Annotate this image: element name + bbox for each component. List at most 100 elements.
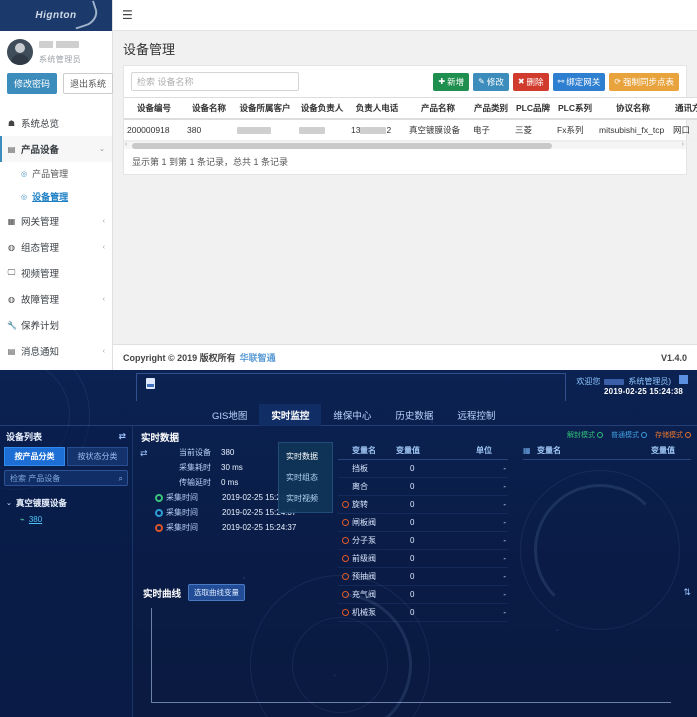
sidebar-item-fault[interactable]: ◍ 故障管理 ‹	[0, 286, 112, 312]
collapse-icon[interactable]: ⇄	[118, 431, 126, 441]
sidebar-item-overview[interactable]: ☗ 系统总览	[0, 110, 112, 136]
grid-icon[interactable]: ▦	[523, 446, 531, 455]
col-device-id[interactable]: 设备编号	[124, 97, 184, 120]
sidebar-item-products[interactable]: ▤ 产品设备 ⌄	[0, 136, 112, 162]
status-dot-icon	[155, 508, 163, 517]
col-plc-brand[interactable]: PLC品牌	[512, 97, 554, 120]
tab-realtime-monitor[interactable]: 实时监控	[259, 403, 322, 426]
page-title: 设备管理	[123, 42, 176, 57]
col-protocol[interactable]: 协议名称	[596, 97, 670, 120]
document-icon[interactable]	[146, 378, 155, 389]
variable-name: 充气阀	[352, 590, 376, 599]
variable-row[interactable]: 旋转 0 -	[338, 496, 508, 514]
variable-unit: -	[503, 482, 506, 491]
tab-history-data[interactable]: 历史数据	[395, 410, 434, 422]
scroll-right-icon[interactable]: ›	[681, 141, 684, 148]
timestamp-value: 2019-02-25 15:24:37	[222, 523, 297, 532]
header-datetime: 2019-02-25 15:24:38	[604, 387, 683, 396]
sidebar-item-device-management[interactable]: ◎ 设备管理	[14, 185, 112, 208]
sidebar-item-label: 消息通知	[21, 347, 60, 358]
gateway-icon: ▦	[7, 216, 16, 226]
avatar	[7, 39, 33, 65]
variable-row[interactable]: 挡板 0 -	[338, 460, 508, 478]
tab-maintenance-center[interactable]: 维保中心	[333, 410, 372, 422]
tree-node-vacuum-coating[interactable]: ⌄ 真空镀膜设备	[6, 494, 126, 512]
col-owner-phone[interactable]: 负责人电话	[348, 97, 406, 120]
menu-item-realtime-video[interactable]: 实时视频	[286, 494, 318, 503]
sidebar-item-configuration[interactable]: ◍ 组态管理 ‹	[0, 234, 112, 260]
timestamp-key: 采集时间	[166, 508, 198, 517]
search-input[interactable]	[131, 72, 299, 91]
sidebar-item-label: 组态管理	[21, 243, 60, 254]
edit-button[interactable]: ✎ 修改	[473, 72, 509, 91]
tab-by-status[interactable]: 按状态分类	[67, 447, 128, 466]
chevron-down-icon: ⌄	[99, 146, 105, 153]
col-comm-type[interactable]: 通讯方式	[670, 97, 697, 120]
variable-row[interactable]: 闸板阀 0 -	[338, 514, 508, 532]
variable-unit: -	[503, 590, 506, 599]
delete-button[interactable]: ✖ 删除	[512, 72, 549, 91]
col-product-category[interactable]: 产品类别	[470, 97, 512, 120]
variable-row[interactable]: 机械泵 0 -	[338, 604, 508, 622]
device-list-tabs: 按产品分类 按状态分类	[0, 447, 132, 466]
sidebar-item-notifications[interactable]: ▤ 消息通知 ‹	[0, 338, 112, 364]
variable-value: 0	[410, 536, 415, 545]
app-logo: Hignton	[0, 0, 112, 31]
expand-icon[interactable]: ⇅	[683, 587, 691, 597]
status-dot-icon	[155, 493, 163, 502]
company-link[interactable]: 华联智通	[239, 353, 276, 363]
col-device-name[interactable]: 设备名称	[184, 97, 234, 120]
variable-unit: -	[503, 464, 506, 473]
mode-storage[interactable]: 存储模式	[655, 430, 691, 440]
scroll-left-icon[interactable]: ‹	[125, 141, 128, 148]
variable-row[interactable]: 预抽阀 0 -	[338, 568, 508, 586]
sidebar-item-video[interactable]: 🖵 视频管理	[0, 260, 112, 286]
device-search-input[interactable]	[4, 470, 128, 486]
variable-row[interactable]: 离合 0 -	[338, 478, 508, 496]
variable-row[interactable]: 前级阀 0 -	[338, 550, 508, 568]
search-icon[interactable]: ⌕	[118, 474, 123, 483]
col-plc-series[interactable]: PLC系列	[554, 97, 596, 120]
tab-by-product[interactable]: 按产品分类	[4, 447, 65, 466]
tree-leaf-label: 380	[28, 515, 43, 524]
change-password-button[interactable]: 修改密码	[7, 73, 58, 94]
bind-gateway-button[interactable]: ⚯ 绑定网关	[552, 72, 606, 91]
tree-leaf-device-380[interactable]: ⌁ 380	[6, 512, 126, 527]
menu-item-realtime-data[interactable]: 实时数据	[286, 452, 318, 461]
link-icon: ⚯	[557, 77, 565, 86]
tab-remote-control[interactable]: 远程控制	[457, 410, 496, 422]
variable-row[interactable]: 充气阀 0 -	[338, 586, 508, 604]
mode-normal[interactable]: 普通模式	[611, 430, 647, 440]
swap-icon[interactable]: ⇄	[140, 448, 148, 458]
menu-item-realtime-config[interactable]: 实时组态	[286, 473, 318, 482]
force-sync-button[interactable]: ⟳ 强制同步点表	[609, 72, 679, 91]
variable-unit: -	[503, 554, 506, 563]
variable-row[interactable]: 分子泵 0 -	[338, 532, 508, 550]
info-key: 采集耗时	[179, 463, 211, 472]
indicator-slot	[338, 501, 352, 508]
col-product-name[interactable]: 产品名称	[406, 97, 470, 120]
variable-unit: -	[503, 518, 506, 527]
cell-protocol: mitsubishi_fx_tcp	[596, 119, 670, 141]
close-icon: ✖	[517, 77, 525, 86]
curve-chart-axes	[151, 608, 671, 703]
scrollbar-thumb[interactable]	[132, 143, 552, 149]
add-button[interactable]: ✚ 新增	[433, 72, 470, 91]
col-customer[interactable]: 设备所属客户	[234, 97, 296, 120]
sidebar-item-gateway[interactable]: ▦ 网关管理 ‹	[0, 208, 112, 234]
monitor-icon: 🖵	[7, 268, 16, 277]
table-row[interactable]: 200000918 380 13 2 真空镀膜设备 电子 三菱 Fx系列 mits…	[124, 119, 697, 141]
tab-gis-map[interactable]: GIS地图	[212, 410, 248, 422]
indicator-slot	[338, 591, 352, 598]
sidebar-item-maintenance-plan[interactable]: 🔧 保养计划	[0, 312, 112, 338]
mode-unsealed[interactable]: 解封模式	[567, 430, 603, 440]
horizontal-scrollbar[interactable]: ‹ ›	[124, 141, 686, 149]
sidebar-item-product-management[interactable]: ◎ 产品管理	[14, 162, 112, 185]
logout-button[interactable]: 退出系统	[63, 73, 114, 94]
select-curve-variable-button[interactable]: 选取曲线变量	[188, 584, 246, 601]
logo-swoosh-icon	[69, 0, 101, 30]
menu-toggle-icon[interactable]: ☰	[122, 8, 133, 22]
col-owner[interactable]: 设备负责人	[296, 97, 348, 120]
variable-name: 前级阀	[352, 554, 376, 563]
grid-icon[interactable]	[679, 375, 688, 384]
